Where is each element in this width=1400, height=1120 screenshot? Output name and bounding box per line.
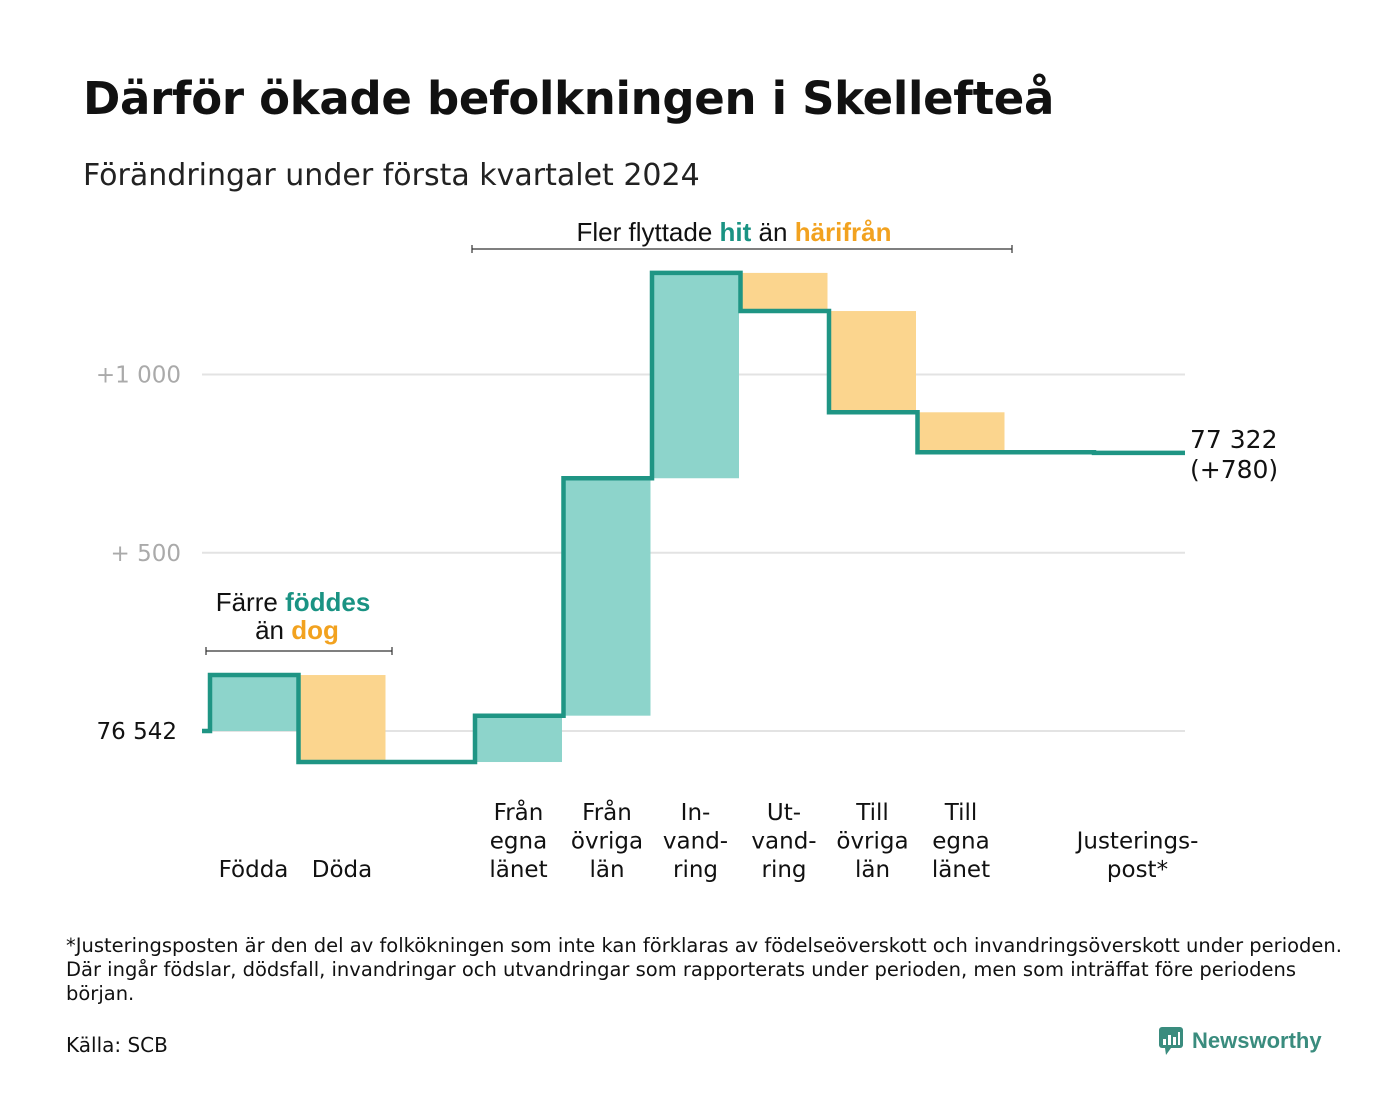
category-label: länet — [489, 857, 547, 883]
category-label: Döda — [312, 857, 372, 883]
category-label: Ut- — [767, 800, 801, 826]
category-label: län — [589, 857, 624, 883]
category-label: Från — [494, 798, 544, 826]
category-label: Från — [582, 798, 632, 826]
category-label: län — [855, 857, 890, 883]
chart-title: Därför ökade befolkningen i Skellefteå — [83, 72, 1055, 125]
bar-3 — [563, 478, 651, 716]
category-label: övriga — [836, 829, 908, 855]
chart-subtitle: Förändringar under första kvartalet 2024 — [83, 158, 700, 193]
end-value-label: 77 322 — [1190, 425, 1277, 454]
bar-4 — [652, 272, 739, 479]
y-axis-labels: 76 542 +1 000 + 500 — [96, 363, 181, 746]
annotation-migration: Fler flyttade hit än härifrån — [471, 217, 1013, 253]
category-label: ring — [761, 857, 806, 883]
footnote: *Justeringsposten är den del av folkökni… — [66, 934, 1342, 1005]
cumulative-step-line — [202, 270, 1185, 765]
category-label: post* — [1107, 857, 1168, 883]
bar-1 — [298, 675, 386, 763]
y-label-baseline: 76 542 — [97, 719, 177, 745]
bar-0 — [210, 675, 297, 731]
category-label: länet — [932, 857, 990, 883]
waterfall-chart: 76 542+1 000+ 500 Födda DödaFrånegnalänet… — [96, 217, 1278, 883]
brand-logo: Newsworthy — [1158, 1026, 1322, 1056]
source-note: Källa: SCB — [66, 1033, 168, 1057]
category-label: vand- — [751, 829, 816, 855]
category-label: Till — [855, 800, 889, 826]
category-label: Födda — [219, 857, 289, 883]
category-label: Justerings- — [1075, 829, 1199, 855]
bar-7 — [917, 412, 1005, 453]
annotation-births-line1: Färre föddes — [216, 587, 371, 617]
annotation-births: Färre föddes än dog — [205, 587, 393, 655]
category-label: egna — [490, 829, 547, 855]
category-label: egna — [932, 829, 989, 855]
category-label: övriga — [571, 829, 643, 855]
bar-5 — [740, 272, 828, 312]
category-label: In- — [681, 800, 711, 826]
category-label: Till — [944, 800, 978, 826]
bar-chart-logo-icon — [1159, 1027, 1183, 1055]
annotation-migration-bracket — [471, 245, 1013, 253]
brand-name: Newsworthy — [1192, 1028, 1322, 1053]
bar-2 — [475, 715, 562, 763]
bars — [210, 272, 1005, 763]
y-tick-label: + 500 — [111, 541, 181, 567]
annotation-births-bracket — [205, 647, 393, 655]
annotation-births-line2: än dog — [255, 615, 339, 645]
category-labels: Födda DödaFrånegnalänetFrånövrigalänIn-va… — [219, 798, 1199, 883]
step-line — [202, 270, 1185, 765]
category-label: vand- — [663, 829, 728, 855]
bar-6 — [829, 311, 916, 413]
category-label: ring — [673, 857, 718, 883]
end-change-label: (+780) — [1190, 455, 1278, 484]
y-tick-label: +1 000 — [96, 363, 181, 389]
annotation-migration-text: Fler flyttade hit än härifrån — [576, 217, 891, 247]
